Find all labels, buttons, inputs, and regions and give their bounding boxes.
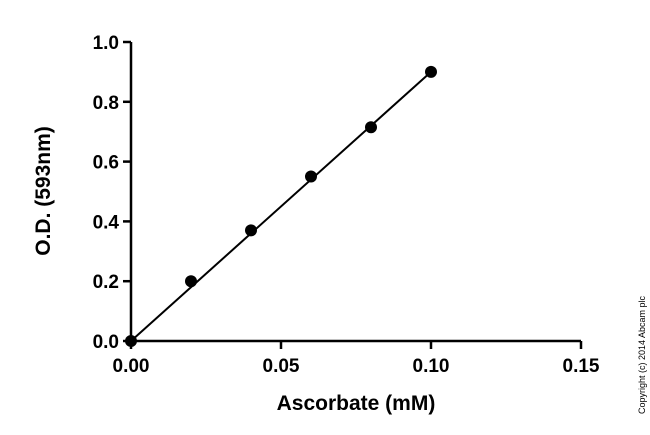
y-ticks: 0.0 0.2 0.4 0.6 0.8 1.0	[93, 33, 131, 353]
x-tick-label: 0.00	[113, 356, 150, 377]
y-tick-label: 0.2	[93, 272, 119, 293]
y-tick-label: 1.0	[93, 33, 119, 54]
x-ticks: 0.00 0.05 0.10 0.15	[113, 341, 600, 377]
data-point	[365, 121, 377, 134]
data-point	[245, 224, 257, 237]
x-tick-label: 0.15	[563, 356, 600, 377]
data-point	[425, 65, 437, 78]
x-axis-title: Ascorbate (mM)	[277, 392, 436, 415]
copyright-text: Copyright (c) 2014 Abcam plc	[637, 295, 647, 414]
data-points	[125, 65, 437, 347]
y-tick-label: 0.4	[93, 212, 120, 233]
data-point	[305, 170, 317, 183]
fit-line-group	[130, 71, 432, 342]
data-point	[125, 335, 137, 347]
x-tick-label: 0.10	[413, 356, 450, 377]
data-point	[185, 275, 197, 288]
x-tick-label: 0.05	[263, 356, 300, 377]
fit-line	[130, 71, 432, 342]
chart-axes	[129, 42, 581, 343]
y-tick-label: 0.0	[93, 332, 119, 353]
y-axis-title: O.D. (593nm)	[32, 126, 55, 256]
y-tick-label: 0.6	[93, 153, 119, 174]
y-tick-label: 0.8	[93, 93, 119, 114]
